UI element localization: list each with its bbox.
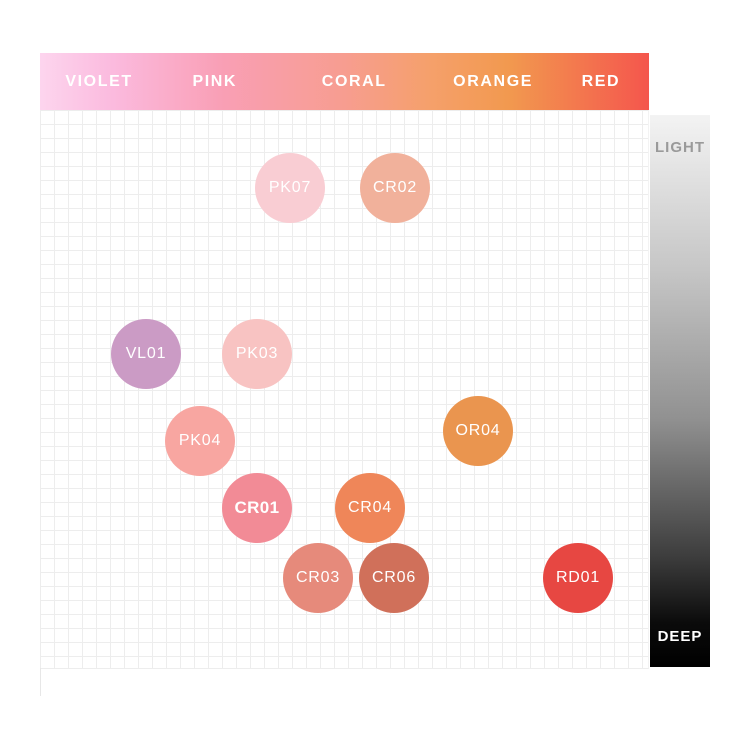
shade-dot-or04[interactable]: OR04 — [443, 396, 513, 466]
depth-axis-gradient-bar: LIGHT DEEP — [650, 115, 710, 667]
shade-dot-vl01[interactable]: VL01 — [111, 319, 181, 389]
hue-axis-gradient-bar: VIOLET PINK CORAL ORANGE RED — [40, 53, 649, 110]
shade-dot-cr02[interactable]: CR02 — [360, 153, 430, 223]
shade-dot-rd01[interactable]: RD01 — [543, 543, 613, 613]
hue-axis-label-violet: VIOLET — [65, 72, 133, 90]
shade-dot-pk03[interactable]: PK03 — [222, 319, 292, 389]
shade-dot-pk04[interactable]: PK04 — [165, 406, 235, 476]
shade-dot-cr03[interactable]: CR03 — [283, 543, 353, 613]
hue-axis-label-orange: ORANGE — [453, 72, 534, 90]
hue-axis-label-red: RED — [581, 72, 621, 90]
shade-dot-cr01[interactable]: CR01 — [222, 473, 292, 543]
hue-axis-label-pink: PINK — [192, 72, 238, 90]
depth-axis-light-label: LIGHT — [655, 139, 705, 156]
shade-dot-pk07[interactable]: PK07 — [255, 153, 325, 223]
hue-axis-label-coral: CORAL — [321, 72, 387, 90]
shade-dot-cr06[interactable]: CR06 — [359, 543, 429, 613]
shade-dot-cr04[interactable]: CR04 — [335, 473, 405, 543]
plot-grid-area — [40, 110, 649, 696]
depth-axis-deep-label: DEEP — [657, 628, 703, 645]
